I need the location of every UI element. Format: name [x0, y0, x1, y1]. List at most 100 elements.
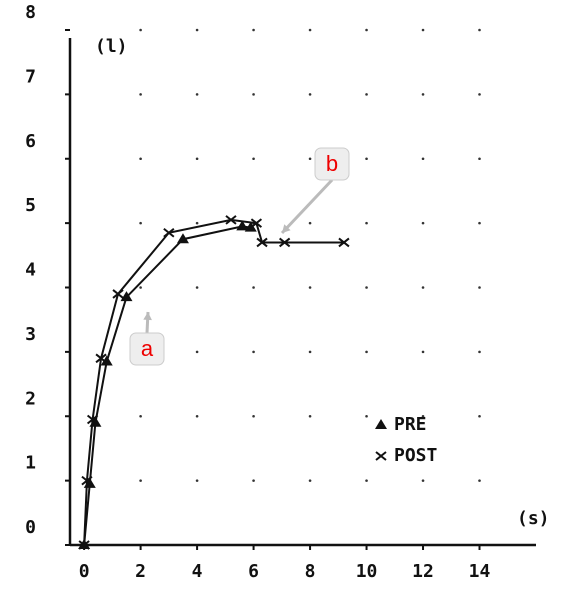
grid-dot — [478, 286, 481, 289]
grid-dot — [252, 286, 255, 289]
grid-dot — [478, 479, 481, 482]
grid-dot — [421, 414, 425, 418]
legend-label: PRE — [394, 414, 427, 435]
marker — [250, 218, 263, 228]
callout-box — [129, 332, 165, 366]
grid-dot — [421, 28, 425, 32]
callout-label: b — [326, 151, 338, 176]
x-tick-label: 14 — [469, 561, 491, 582]
y-tick-label: 2 — [25, 388, 36, 409]
y-tick-label: 0 — [25, 517, 36, 538]
y-tick-label: 3 — [25, 324, 36, 345]
grid-dot — [308, 414, 312, 418]
grid-dot — [195, 93, 199, 96]
y-tick-label: 8 — [25, 2, 36, 23]
x-tick-label: 0 — [79, 561, 90, 582]
grid-dot — [252, 28, 255, 32]
marker — [279, 237, 291, 248]
grid-dot — [421, 286, 425, 289]
series-line — [83, 218, 344, 546]
grid-dot — [365, 286, 368, 289]
grid-dot — [139, 479, 142, 482]
y-tick-label: 7 — [25, 66, 36, 87]
callout-label: a — [141, 336, 154, 361]
grid-dot — [195, 479, 199, 482]
grid-dot — [421, 157, 425, 161]
x-tick-label: 6 — [248, 561, 259, 582]
grid-dot — [139, 414, 142, 418]
marker — [244, 221, 257, 232]
x-tick-label: 2 — [135, 561, 146, 582]
grid-dot — [195, 286, 199, 289]
grid-dot — [421, 93, 425, 96]
grid-dot — [308, 350, 312, 354]
grid-dot — [252, 414, 255, 418]
grid-dot — [365, 157, 368, 161]
callout-arrowhead — [143, 312, 152, 321]
grid-dot — [365, 93, 368, 96]
x-tick-label: 4 — [192, 561, 203, 582]
grid-dot — [308, 479, 312, 482]
grid-dot — [195, 28, 199, 32]
x-tick-label: 12 — [412, 561, 434, 582]
grid-dot — [139, 286, 142, 289]
grid-dot — [139, 221, 142, 225]
grid-dot — [308, 157, 312, 161]
x-tick-label: 8 — [305, 561, 316, 582]
y-tick-label: 6 — [25, 131, 36, 152]
marker — [236, 220, 249, 231]
grid-dot — [252, 350, 255, 354]
grid-dot — [421, 350, 425, 354]
grid-dot — [478, 221, 481, 225]
marker — [163, 228, 175, 238]
grid-dot — [365, 479, 368, 482]
grid-dot — [308, 221, 312, 225]
marker — [81, 475, 93, 486]
grid-dot — [195, 221, 199, 225]
y-axis-label: (l) — [95, 36, 128, 57]
marker — [176, 233, 189, 244]
grid-dot — [308, 93, 312, 96]
grid-dot — [308, 28, 312, 32]
legend-label: POST — [394, 445, 438, 466]
grid-dot — [308, 286, 312, 289]
y-tick-label: 5 — [25, 195, 36, 216]
grid-dot — [252, 93, 255, 96]
marker — [86, 414, 99, 425]
grid-dot — [365, 350, 368, 354]
grid-dot — [365, 221, 368, 225]
marker — [95, 353, 107, 364]
callout-box — [314, 147, 350, 181]
grid-dot — [195, 157, 199, 161]
grid-dot — [139, 28, 142, 32]
grid-dot — [365, 414, 368, 418]
grid-dot — [252, 157, 255, 161]
grid-dot — [365, 28, 368, 32]
grid-dot — [478, 93, 481, 96]
grid-dot — [195, 414, 199, 418]
y-tick-label: 1 — [25, 453, 36, 474]
grid-dot — [478, 28, 481, 32]
callout-arrowhead — [282, 224, 291, 233]
series-line — [83, 225, 251, 546]
marker — [338, 237, 350, 248]
grid-dot — [252, 479, 255, 482]
callout-arrow — [280, 178, 334, 235]
grid-dot — [139, 93, 142, 96]
legend-symbol — [375, 451, 387, 461]
x-axis-label: (s) — [517, 508, 550, 529]
marker — [100, 355, 113, 366]
grid-dot — [421, 221, 425, 225]
marker — [78, 540, 90, 550]
grid-dot — [478, 414, 481, 418]
marker — [225, 215, 237, 225]
marker — [120, 291, 133, 302]
y-tick-label: 4 — [25, 260, 36, 281]
marker — [112, 289, 124, 299]
grid-dot — [139, 157, 142, 161]
grid-dot — [421, 479, 425, 482]
grid-dot — [478, 157, 481, 161]
grid-dot — [195, 350, 199, 354]
marker — [256, 237, 268, 248]
